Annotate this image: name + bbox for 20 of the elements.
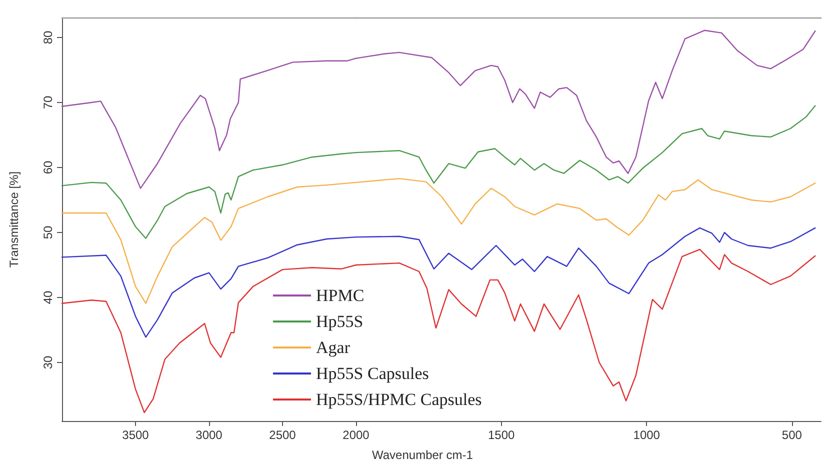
legend-label: Agar [316, 338, 350, 357]
x-tick-label: 3500 [122, 428, 150, 442]
y-tick-label: 80 [41, 30, 55, 44]
y-tick-label: 30 [41, 356, 55, 370]
x-tick-label: 2500 [269, 428, 296, 442]
legend-label: HPMC [316, 286, 364, 305]
legend-label: Hp55S [316, 312, 364, 331]
y-tick-label: 60 [41, 160, 55, 174]
y-axis-title: Transmittance [%] [7, 171, 21, 268]
legend-label: Hp55S/HPMC Capsules [316, 390, 482, 409]
x-tick-label: 500 [782, 428, 802, 442]
x-tick-label: 2000 [342, 428, 370, 442]
x-tick-label: 3000 [196, 428, 223, 442]
x-tick-label: 1500 [488, 428, 515, 442]
y-tick-label: 40 [41, 290, 55, 304]
y-tick-label: 50 [41, 226, 55, 240]
legend-label: Hp55S Capsules [316, 364, 429, 383]
x-tick-label: 1000 [633, 428, 660, 442]
x-axis-title: Wavenumber cm-1 [372, 448, 474, 462]
y-tick-label: 70 [41, 96, 55, 110]
